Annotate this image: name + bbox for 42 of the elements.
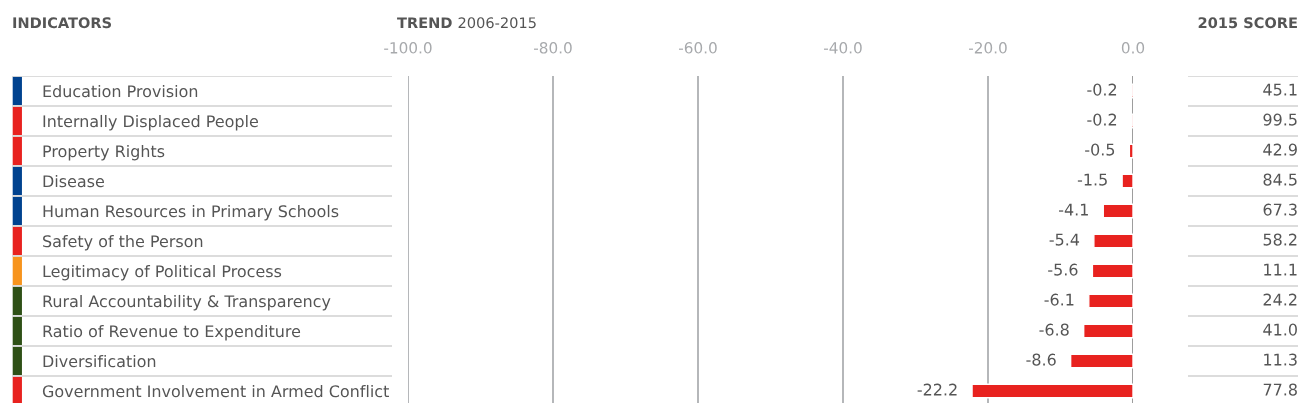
data-label: 84.5 — [1263, 173, 1297, 186]
data-label: 11.3 — [1264, 353, 1297, 366]
data-label: -0.2 — [1087, 83, 1117, 96]
data-label: 77.8 — [1263, 383, 1297, 396]
y-tick-label: Human Resources in Primary Schools — [43, 204, 339, 221]
text: 2015 SCORE — [1198, 17, 1297, 29]
data-label: -5.4 — [1049, 233, 1080, 246]
data-label: 99.5 — [1263, 113, 1297, 126]
data-label: -22.2 — [917, 383, 957, 396]
data-label: 67.3 — [1263, 203, 1297, 216]
data-label: -0.2 — [1087, 113, 1117, 126]
y-tick-label: Rural Accountability & Transparency — [43, 294, 331, 311]
x-tick-label: -40.0 — [823, 42, 862, 54]
data-label: 42.9 — [1263, 143, 1297, 156]
data-label: 58.2 — [1263, 233, 1297, 246]
x-tick-label: -100.0 — [384, 42, 432, 54]
data-label: 11.1 — [1264, 263, 1297, 276]
y-tick-label: Education Provision — [43, 84, 198, 98]
chart-title: TREND 2006-2015 — [397, 17, 536, 29]
data-label: 41.0 — [1263, 323, 1297, 336]
y-tick-label: Legitimacy of Political Process — [43, 264, 282, 281]
y-tick-label: Diversification — [43, 354, 156, 368]
x-tick-label: -80.0 — [533, 42, 572, 54]
y-tick-label: Internally Displaced People — [43, 114, 258, 131]
x-tick-label: -60.0 — [678, 42, 717, 54]
y-tick-label: Ratio of Revenue to Expenditure — [43, 324, 301, 341]
x-tick-label: 0.0 — [1121, 42, 1145, 54]
x-tick-label: -20.0 — [968, 42, 1007, 54]
data-label: -8.6 — [1026, 353, 1056, 366]
y-tick-label: Disease — [43, 174, 104, 188]
y-tick-label: Government Involvement in Armed Conflict — [42, 384, 389, 398]
y-axis-title: INDICATORS — [13, 17, 112, 29]
data-label: -5.6 — [1048, 263, 1078, 276]
data-label: -4.1 — [1059, 203, 1088, 216]
y-tick-label: Safety of the Person — [43, 234, 203, 251]
data-label: -6.1 — [1044, 293, 1074, 306]
data-label: -1.5 — [1077, 173, 1107, 186]
data-label: 24.2 — [1263, 293, 1297, 306]
data-label: 45.1 — [1263, 83, 1297, 96]
y-tick-label: Property Rights — [43, 144, 165, 161]
data-label: -6.8 — [1039, 323, 1069, 336]
data-label: -0.5 — [1085, 143, 1115, 156]
